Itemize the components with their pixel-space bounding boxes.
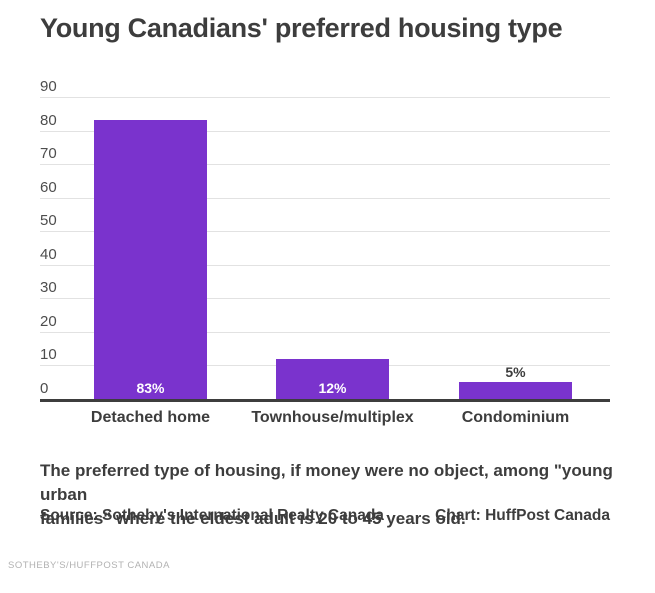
y-tick-label: 10 xyxy=(40,346,57,364)
y-tick-label: 50 xyxy=(40,212,57,230)
gridline xyxy=(40,264,610,266)
gridline xyxy=(40,331,610,333)
chart-description: The preferred type of housing, if money … xyxy=(40,459,625,531)
chart-credit: Chart: HuffPost Canada xyxy=(435,507,610,524)
y-tick-label: 90 xyxy=(40,78,57,95)
gridline xyxy=(40,231,610,233)
gridline xyxy=(40,197,610,199)
bar-detached-home xyxy=(94,120,207,399)
bar-townhouse-multiplex xyxy=(276,358,389,399)
x-axis-label: Detached home xyxy=(90,409,211,426)
x-axis-label: Condominium xyxy=(461,409,570,426)
y-tick-label: 20 xyxy=(40,312,57,330)
bar-value-label: 12% xyxy=(318,380,347,396)
gridline xyxy=(40,298,610,300)
x-axis-label: Townhouse/multiplex xyxy=(251,409,414,426)
y-tick-label: 60 xyxy=(40,178,57,196)
source-row: Source: Sotheby's International Realty C… xyxy=(40,507,610,525)
y-tick-label: 30 xyxy=(40,279,57,297)
chart-description-line: families" where the eldest adult is 20 t… xyxy=(40,509,466,528)
bar-chart-plot-area: 0 10 20 30 40 50 60 70 80 90 83% Detached home 12% To… xyxy=(40,78,610,438)
bar-condominium xyxy=(459,382,572,399)
bar-value-label: 83% xyxy=(136,380,165,396)
y-tick-label: 0 xyxy=(40,380,49,397)
gridline xyxy=(40,97,610,98)
footer-credit: SOTHEBY'S/HUFFPOST CANADA xyxy=(8,560,170,571)
chart-title: Young Canadians' preferred housing type xyxy=(40,13,563,43)
chart-description-line: The preferred type of housing, if money … xyxy=(40,461,613,504)
y-tick-label: 80 xyxy=(40,111,57,129)
bar-value-label: 5% xyxy=(505,364,526,381)
y-tick-label: 70 xyxy=(40,145,57,163)
source-credit: Source: Sotheby's International Realty C… xyxy=(40,507,384,524)
gridline xyxy=(40,164,610,166)
y-tick-label: 40 xyxy=(40,245,57,263)
gridline xyxy=(40,130,610,132)
x-axis-line xyxy=(40,399,610,402)
